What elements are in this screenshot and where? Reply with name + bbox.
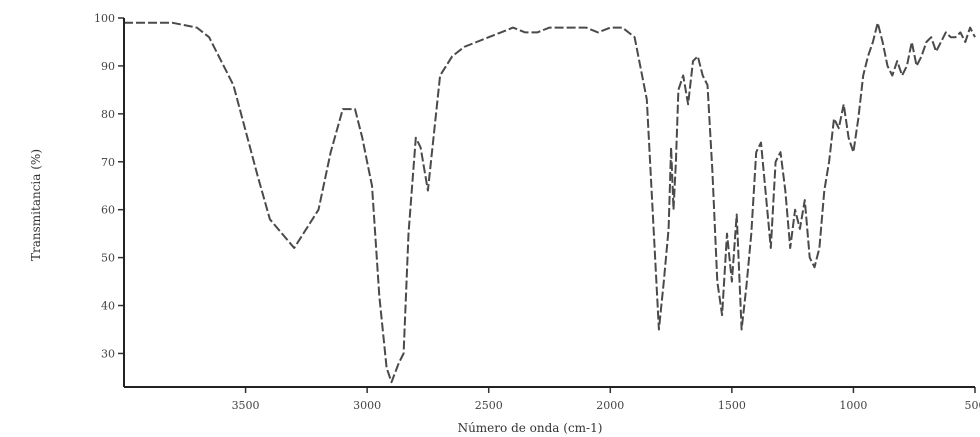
- y-axis-title: Transmitancia (%): [29, 149, 43, 261]
- y-tick-label: 90: [101, 60, 115, 73]
- spectrum-series-line: [124, 21, 976, 384]
- y-tick-label: 40: [101, 300, 115, 313]
- x-tick-label: 500: [965, 399, 980, 412]
- y-tick-label: 80: [101, 108, 115, 121]
- y-tick-label: 100: [94, 12, 115, 25]
- y-tick-label: 70: [101, 156, 115, 169]
- x-tick-label: 3000: [353, 399, 381, 412]
- x-axis-title: Número de onda (cm-1): [458, 421, 603, 435]
- y-axis-ticks: 100 90 80 70 60 50 40 30: [94, 12, 124, 360]
- x-tick-label: 3500: [232, 399, 260, 412]
- x-tick-label: 2000: [596, 399, 624, 412]
- x-axis-ticks: 3500 3000 2500 2000 1500 1000 500: [232, 387, 980, 412]
- y-tick-label: 60: [101, 204, 115, 217]
- x-tick-label: 1500: [718, 399, 746, 412]
- x-tick-label: 1000: [839, 399, 867, 412]
- x-tick-label: 2500: [475, 399, 503, 412]
- y-tick-label: 50: [101, 252, 115, 265]
- y-tick-label: 30: [101, 347, 115, 360]
- plot-area: [124, 21, 976, 384]
